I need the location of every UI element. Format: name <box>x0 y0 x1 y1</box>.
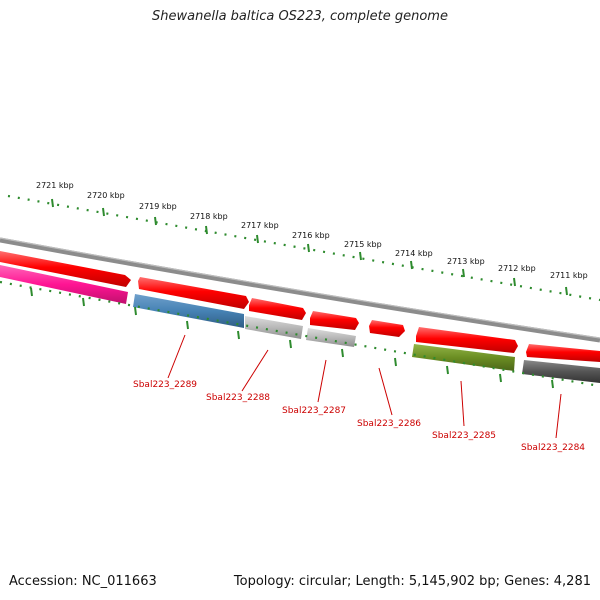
scale-tick <box>513 277 516 287</box>
gene-label[interactable]: Sbal223_2289 <box>133 380 197 390</box>
feature-block[interactable] <box>133 294 244 328</box>
scale-tick <box>307 243 310 253</box>
scale-tick <box>186 320 189 330</box>
scale-label: 2713 kbp <box>447 257 485 266</box>
gene-label[interactable]: Sbal223_2285 <box>432 431 496 441</box>
gene-leaders <box>167 334 562 439</box>
genome-backbone <box>0 237 600 343</box>
cds-forward-track <box>0 251 600 362</box>
scale-tick <box>565 286 568 296</box>
cds-arrow[interactable] <box>0 251 131 287</box>
scale-tick <box>154 216 157 226</box>
genome-summary-text: Topology: circular; Length: 5,145,902 bp… <box>233 574 591 589</box>
scale-tick <box>410 260 413 270</box>
scale-tick <box>102 207 105 217</box>
cds-reverse-track <box>0 265 600 383</box>
accession-text: Accession: NC_011663 <box>9 574 157 589</box>
scale-label: 2712 kbp <box>498 264 536 273</box>
scale-label: 2715 kbp <box>344 240 382 249</box>
scale-ruler-outer <box>7 194 600 302</box>
scale-tick <box>289 339 292 349</box>
scale-label: 2711 kbp <box>550 271 588 280</box>
feature-block[interactable] <box>522 360 600 383</box>
scale-label: 2717 kbp <box>241 221 279 230</box>
scale-tick <box>341 348 344 358</box>
cds-arrow[interactable] <box>249 298 306 320</box>
gene-label[interactable]: Sbal223_2284 <box>521 443 585 453</box>
scale-tick <box>394 357 397 367</box>
scale-tick <box>134 306 137 316</box>
gene-label[interactable]: Sbal223_2287 <box>282 406 346 416</box>
scale-tick <box>51 198 54 208</box>
scale-label: 2720 kbp <box>87 191 125 200</box>
scale-tick <box>446 365 449 375</box>
scale-label: 2719 kbp <box>139 202 177 211</box>
scale-tick <box>359 251 362 261</box>
gene-label[interactable]: Sbal223_2286 <box>357 419 421 429</box>
scale-tick <box>462 268 465 278</box>
cds-arrow[interactable] <box>369 320 405 337</box>
scale-ruler-inner <box>0 280 600 389</box>
page-title: Shewanella baltica OS223, complete genom… <box>152 9 448 24</box>
scale-tick <box>256 234 259 244</box>
feature-block[interactable] <box>306 328 356 347</box>
scale-tick <box>82 297 85 307</box>
feature-block[interactable] <box>245 316 303 339</box>
feature-block[interactable] <box>0 265 128 304</box>
cds-arrow[interactable] <box>526 344 600 362</box>
scale-tick <box>30 287 33 297</box>
cds-arrow[interactable] <box>310 311 359 330</box>
scale-tick <box>237 330 240 340</box>
scale-tick <box>551 379 554 389</box>
scale-label: 2716 kbp <box>292 231 330 240</box>
scale-label: 2714 kbp <box>395 249 433 258</box>
gene-label[interactable]: Sbal223_2288 <box>206 393 270 403</box>
cds-arrow[interactable] <box>138 277 249 309</box>
scale-label: 2721 kbp <box>36 181 74 190</box>
feature-block[interactable] <box>412 344 515 371</box>
scale-label: 2718 kbp <box>190 212 228 221</box>
scale-tick <box>205 225 208 235</box>
cds-arrow[interactable] <box>416 327 518 353</box>
scale-tick <box>499 373 502 383</box>
